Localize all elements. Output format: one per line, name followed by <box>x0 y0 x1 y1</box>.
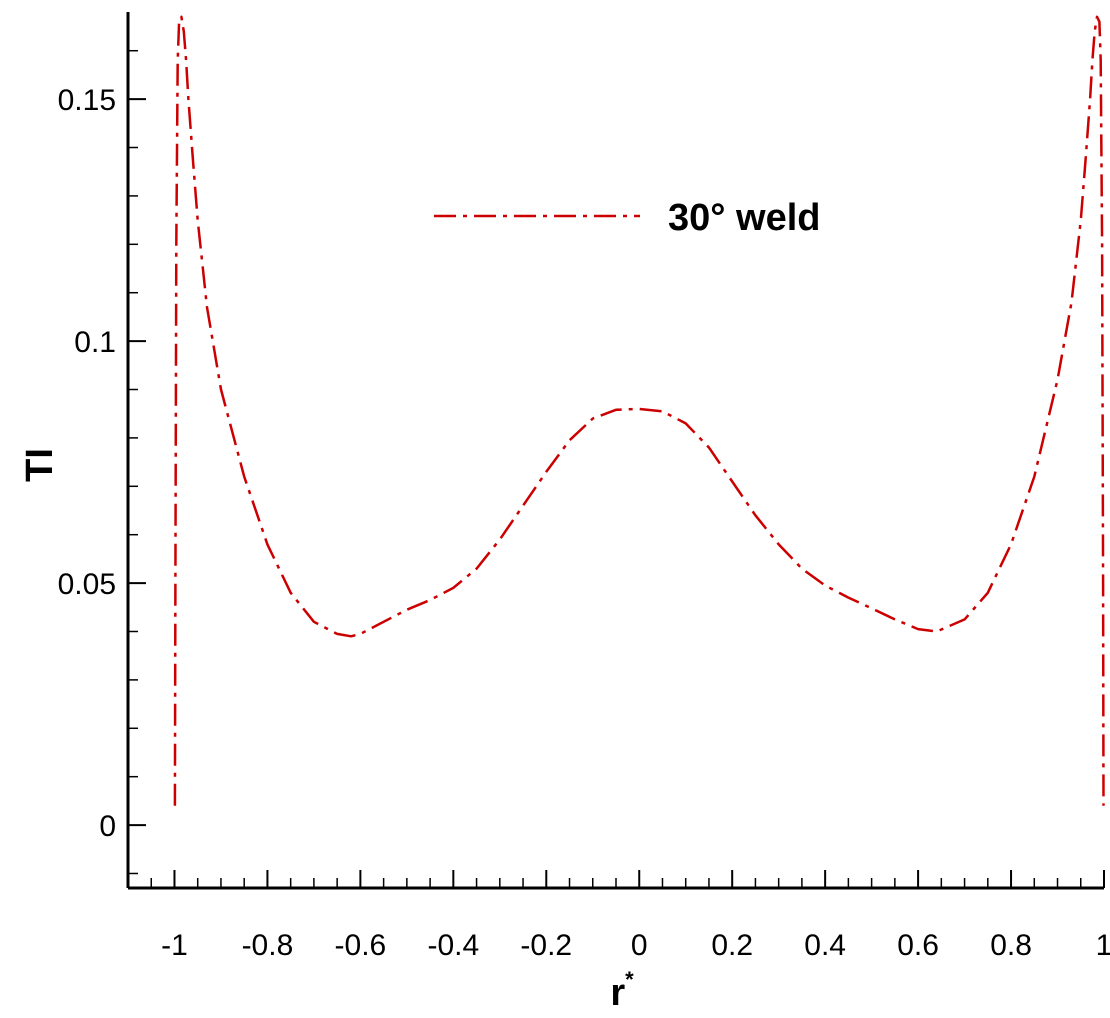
ticks <box>127 49 1105 888</box>
x-tick-label: -0.6 <box>335 929 387 962</box>
y-tick-label: 0 <box>99 810 116 843</box>
x-axis-title-base: r <box>610 972 625 1014</box>
y-axis-title: TI <box>19 448 61 482</box>
x-tick-label: -1 <box>161 929 188 962</box>
y-tick-label: 0.15 <box>58 84 116 117</box>
axes <box>126 12 1104 890</box>
x-tick-label: -0.8 <box>242 929 294 962</box>
tick-labels: -1 -0.8 -0.6 -0.4 -0.2 0 0.2 0.4 0.6 0.8 1 0 0.05 0.1… <box>58 84 1110 962</box>
legend-label: 30° weld <box>668 197 820 239</box>
x-tick-label: 0 <box>631 929 648 962</box>
series-line <box>173 15 1105 806</box>
x-tick-label: -0.2 <box>520 929 572 962</box>
y-tick-label: 0.05 <box>58 568 116 601</box>
x-tick-label: 0.8 <box>990 929 1032 962</box>
legend: 30° weld <box>434 197 820 239</box>
x-tick-label: 1 <box>1096 929 1110 962</box>
x-axis-title-superscript: * <box>625 967 634 992</box>
x-tick-label: 0.2 <box>711 929 753 962</box>
y-tick-label: 0.1 <box>74 326 116 359</box>
x-axis-title: r* <box>610 967 634 1014</box>
x-tick-label: 0.6 <box>897 929 939 962</box>
x-tick-label: 0.4 <box>804 929 846 962</box>
x-tick-label: -0.4 <box>427 929 479 962</box>
series-layer <box>173 15 1105 806</box>
